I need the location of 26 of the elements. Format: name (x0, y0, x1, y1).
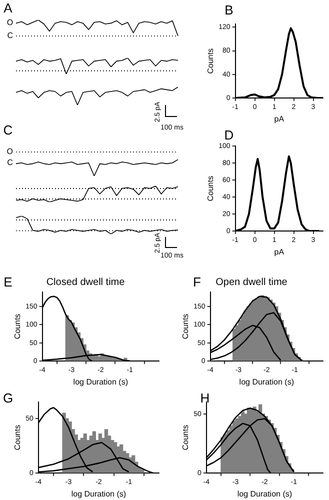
text: G (2, 390, 14, 406)
text: A (4, 0, 12, 16)
text: F (193, 274, 201, 290)
chart-title: Open dwell time (216, 276, 288, 288)
chart-title: Closed dwell time (46, 276, 126, 288)
text: C (7, 158, 13, 167)
annotation: H (200, 390, 210, 406)
x-axis-title: log Duration (s) (73, 377, 128, 386)
y-axis-title: Counts (13, 424, 22, 450)
ref-line-label: C (7, 31, 14, 40)
y-axis-title: Counts (206, 48, 216, 74)
x-axis-title: log Duration (s) (237, 489, 292, 498)
y-axis-title: Counts (206, 176, 216, 202)
text: C (3, 122, 13, 138)
text: D (224, 128, 234, 142)
text: O (6, 18, 14, 27)
ref-line-label: O (6, 147, 13, 156)
y-axis-title: Counts (181, 314, 190, 340)
text: E (4, 274, 12, 290)
x-axis-title: log Duration (s) (239, 377, 294, 386)
x-axis-title: pA (274, 114, 285, 124)
y-axis-title: Counts (13, 314, 22, 340)
x-axis-title: log Duration (s) (71, 489, 126, 498)
x-axis-title: pA (274, 247, 285, 256)
y-axis-title: Counts (181, 424, 190, 450)
text: B (224, 2, 234, 18)
